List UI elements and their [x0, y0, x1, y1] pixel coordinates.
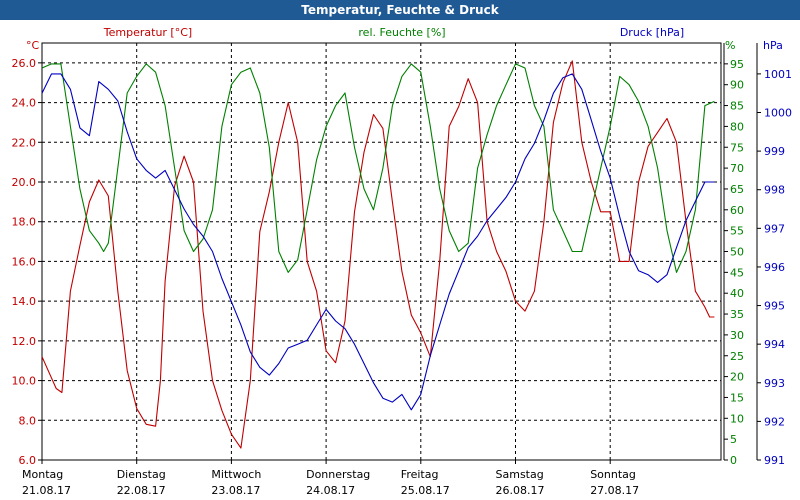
- humidity-tick-label: 55: [730, 225, 744, 238]
- humidity-tick-label: 40: [730, 287, 744, 300]
- x-tick-day-label: Dienstag: [117, 468, 166, 481]
- temperature-tick-label: 26.0: [12, 57, 37, 70]
- humidity-tick-label: 80: [730, 120, 744, 133]
- humidity-tick-label: 45: [730, 266, 744, 279]
- humidity-tick-label: 35: [730, 308, 744, 321]
- temperature-tick-label: 14.0: [12, 295, 37, 308]
- pressure-axis-title: Druck [hPa]: [620, 26, 684, 39]
- humidity-tick-label: 85: [730, 100, 744, 113]
- temperature-tick-label: 18.0: [12, 216, 37, 229]
- pressure-tick-label: 991: [764, 454, 785, 467]
- x-tick-date-label: 25.08.17: [401, 484, 450, 497]
- pressure-tick-label: 993: [764, 377, 785, 390]
- temperature-tick-label: 20.0: [12, 176, 37, 189]
- humidity-tick-label: 65: [730, 183, 744, 196]
- pressure-tick-label: 992: [764, 415, 785, 428]
- humidity-tick-label: 70: [730, 162, 744, 175]
- temperature-tick-label: 12.0: [12, 335, 37, 348]
- series-line-right1: [41, 63, 715, 273]
- humidity-tick-label: 50: [730, 246, 744, 259]
- pressure-tick-label: 994: [764, 338, 785, 351]
- pressure-tick-label: 1001: [764, 68, 792, 81]
- humidity-tick-label: 20: [730, 371, 744, 384]
- x-tick-day-label: Samstag: [496, 468, 544, 481]
- temperature-tick-label: 10.0: [12, 375, 37, 388]
- x-tick-day-label: Mittwoch: [211, 468, 261, 481]
- humidity-tick-label: 0: [730, 454, 737, 467]
- pressure-tick-label: 1000: [764, 107, 792, 120]
- humidity-tick-label: 30: [730, 329, 744, 342]
- x-tick-date-label: 27.08.17: [590, 484, 639, 497]
- temperature-tick-label: 8.0: [19, 414, 37, 427]
- pressure-tick-label: 998: [764, 184, 785, 197]
- pressure-tick-label: 999: [764, 145, 785, 158]
- x-tick-date-label: 21.08.17: [22, 484, 71, 497]
- temperature-axis-title: Temperatur [°C]: [103, 26, 192, 39]
- x-tick-date-label: 22.08.17: [117, 484, 166, 497]
- x-tick-date-label: 24.08.17: [306, 484, 355, 497]
- series-line-left: [41, 60, 715, 449]
- humidity-tick-label: 90: [730, 79, 744, 92]
- x-tick-date-label: 23.08.17: [211, 484, 260, 497]
- temperature-tick-label: 24.0: [12, 97, 37, 110]
- series-line-right2: [41, 73, 715, 411]
- temperature-tick-label: 16.0: [12, 255, 37, 268]
- humidity-axis-title: rel. Feuchte [%]: [358, 26, 445, 39]
- humidity-tick-label: 25: [730, 350, 744, 363]
- pressure-tick-label: 997: [764, 222, 785, 235]
- humidity-tick-label: 5: [730, 433, 737, 446]
- humidity-tick-label: 60: [730, 204, 744, 217]
- x-tick-date-label: 26.08.17: [496, 484, 545, 497]
- temperature-tick-label: 6.0: [19, 454, 37, 467]
- humidity-unit: %: [725, 39, 735, 52]
- humidity-tick-label: 95: [730, 58, 744, 71]
- pressure-tick-label: 996: [764, 261, 785, 274]
- temperature-unit: °C: [26, 39, 40, 52]
- plot-area: [41, 42, 722, 461]
- x-tick-day-label: Donnerstag: [306, 468, 370, 481]
- x-tick-day-label: Montag: [22, 468, 63, 481]
- temperature-tick-label: 22.0: [12, 136, 37, 149]
- humidity-tick-label: 10: [730, 412, 744, 425]
- pressure-unit: hPa: [763, 39, 783, 52]
- humidity-tick-label: 15: [730, 391, 744, 404]
- x-tick-day-label: Freitag: [401, 468, 439, 481]
- humidity-tick-label: 75: [730, 141, 744, 154]
- x-tick-day-label: Sonntag: [590, 468, 636, 481]
- chart-title: Temperatur, Feuchte & Druck: [0, 0, 800, 20]
- pressure-tick-label: 995: [764, 300, 785, 313]
